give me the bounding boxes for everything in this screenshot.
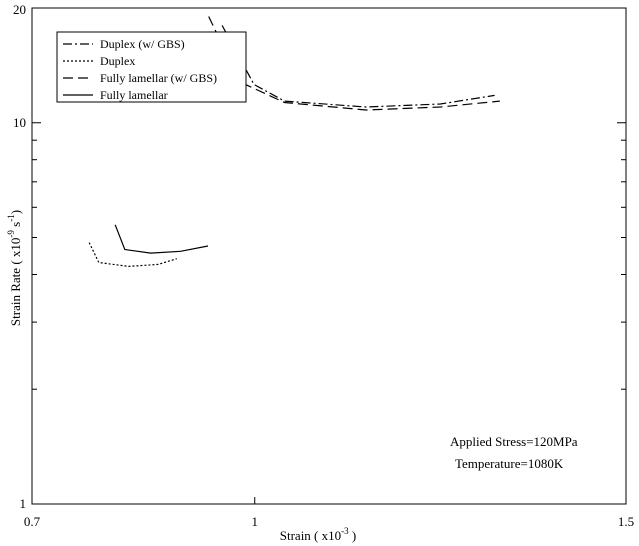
annotation-temperature: Temperature=1080K xyxy=(455,456,564,471)
x-tick-label: 1.5 xyxy=(618,514,634,529)
axis-tick-labels: 1 10 20 0.7 1 1.5 xyxy=(13,2,634,529)
y-axis-label-base: Strain Rate ( x10 xyxy=(8,238,23,326)
x-axis-label-sup: -3 xyxy=(341,526,349,536)
legend-label-1: Duplex xyxy=(100,54,135,68)
plot-frame xyxy=(31,7,627,505)
y-axis-label-sup2: -1 xyxy=(6,214,16,222)
x-axis-label: Strain ( x10-3 ) xyxy=(280,526,356,543)
x-tick-label: 0.7 xyxy=(24,514,41,529)
legend: Duplex (w/ GBS) Duplex Fully lamellar (w/ … xyxy=(56,31,247,103)
y-axis-label-tail: ) xyxy=(8,210,23,214)
y-tick-label: 1 xyxy=(20,496,27,511)
legend-label-0: Duplex (w/ GBS) xyxy=(100,37,185,51)
series-line-1 xyxy=(88,242,177,268)
y-axis-label-sup1: -9 xyxy=(6,230,16,238)
series-line-0 xyxy=(221,25,495,108)
series-line-2 xyxy=(208,16,500,111)
y-axis-label: Strain Rate ( x10-9 s-1) xyxy=(6,210,23,326)
series-line-3 xyxy=(114,224,209,254)
x-tick-label: 1 xyxy=(252,514,259,529)
annotation-applied-stress: Applied Stress=120MPa xyxy=(450,434,578,449)
x-axis-label-base: Strain ( x10 xyxy=(280,528,341,543)
axis-ticks xyxy=(31,7,627,505)
y-tick-label: 10 xyxy=(13,115,26,130)
x-axis-label-tail: ) xyxy=(349,528,357,543)
legend-label-2: Fully lamellar (w/ GBS) xyxy=(100,71,217,85)
y-axis-label-mid: s xyxy=(8,222,23,230)
y-tick-label: 20 xyxy=(13,2,26,17)
legend-label-3: Fully lamellar xyxy=(100,88,168,102)
